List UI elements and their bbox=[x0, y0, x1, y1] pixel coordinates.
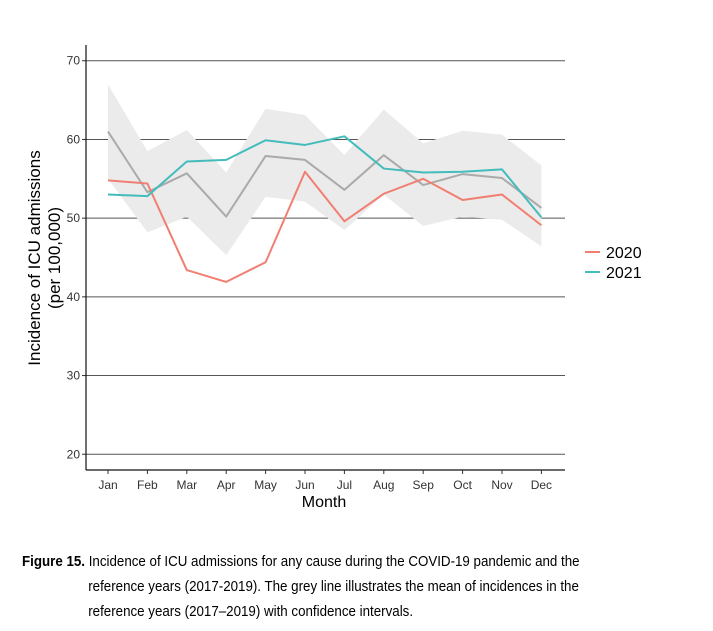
reference-mean-line bbox=[107, 131, 543, 218]
x-tick-label: Dec bbox=[531, 478, 552, 492]
y-tick-label: 70 bbox=[67, 54, 81, 68]
caption-line-1: Figure 15. Incidence of ICU admissions f… bbox=[22, 554, 580, 570]
series-lines bbox=[107, 131, 543, 283]
y-tick-label: 50 bbox=[67, 211, 81, 225]
series-line-2020 bbox=[107, 170, 543, 283]
x-tick-label: May bbox=[254, 478, 277, 492]
x-tick-label: Sep bbox=[413, 478, 435, 492]
gridlines bbox=[86, 60, 565, 455]
y-axis-title: Incidence of ICU admissions bbox=[25, 150, 44, 365]
y-axis-subtitle: (per 100,000) bbox=[45, 207, 64, 309]
tick-labels: 20 30 40 50 60 70 Jan Feb Mar Apr May Jun Jul Aug Sep O… bbox=[67, 54, 552, 492]
legend-label-2020: 2020 bbox=[606, 245, 642, 262]
figure-caption: Figure 15. Incidence of ICU admissions f… bbox=[22, 550, 611, 625]
confidence-band bbox=[108, 84, 542, 256]
axes bbox=[82, 45, 565, 474]
caption-line-2: reference years (2017-2019). The grey li… bbox=[88, 579, 579, 595]
y-tick-label: 20 bbox=[67, 447, 81, 461]
x-tick-label: Jan bbox=[98, 478, 117, 492]
x-tick-label: Apr bbox=[217, 478, 236, 492]
y-tick-label: 30 bbox=[67, 369, 81, 383]
x-axis-title: Month bbox=[302, 494, 346, 511]
x-tick-label: Aug bbox=[373, 478, 394, 492]
x-tick-label: Jul bbox=[337, 478, 352, 492]
x-tick-label: Nov bbox=[491, 478, 512, 492]
legend: 2020 2021 bbox=[585, 245, 642, 282]
x-tick-label: Jun bbox=[295, 478, 314, 492]
y-tick-label: 60 bbox=[67, 132, 81, 146]
y-tick-label: 40 bbox=[67, 290, 81, 304]
legend-label-2021: 2021 bbox=[606, 265, 642, 282]
x-tick-label: Mar bbox=[176, 478, 197, 492]
x-tick-label: Feb bbox=[137, 478, 158, 492]
line-chart: 20 30 40 50 60 70 Jan Feb Mar Apr May Jun Jul Aug Sep O… bbox=[25, 45, 642, 511]
x-tick-label: Oct bbox=[453, 478, 472, 492]
caption-label: Figure 15. bbox=[22, 554, 86, 570]
caption-line-3: reference years (2017–2019) with confide… bbox=[88, 604, 414, 620]
series-line-2021 bbox=[107, 135, 543, 218]
reference-confidence-band bbox=[108, 84, 542, 256]
